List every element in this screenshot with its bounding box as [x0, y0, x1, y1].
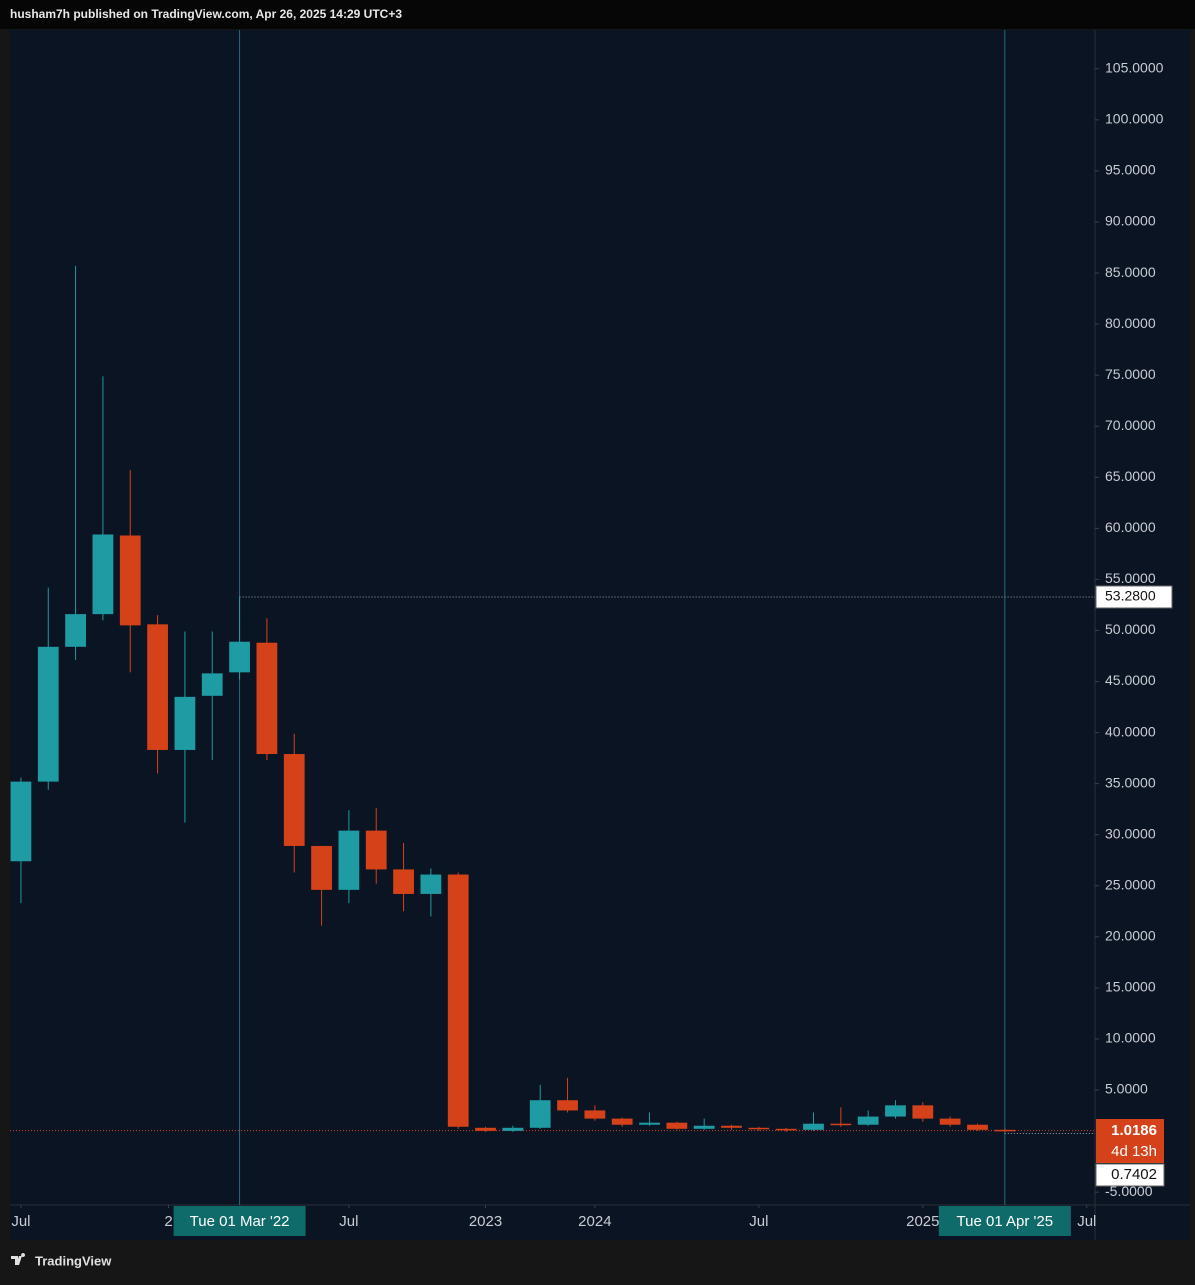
crosshair-x-label-bg	[938, 1206, 1071, 1236]
x-tick-label: Jul	[749, 1213, 768, 1230]
candle-body	[748, 1127, 770, 1130]
crosshair-y-label: 53.2800	[1105, 588, 1156, 604]
countdown-label: 4d 13h	[1111, 1143, 1157, 1160]
crosshair-y-label-bg	[1095, 585, 1173, 609]
y-tick-label: 10.0000	[1105, 1030, 1156, 1046]
candle-body	[557, 1100, 578, 1111]
candle-body	[857, 1116, 879, 1125]
y-tick-label: 105.0000	[1105, 60, 1164, 76]
crosshair-x-label: Tue 01 Apr '25	[957, 1213, 1054, 1230]
candles-layer: -5.0000 5.0000 10.0000 15.0000 20.0000 25.000…	[10, 30, 1173, 1236]
candle-body	[119, 535, 141, 626]
price-axis	[1095, 30, 1190, 1240]
y-tick-label: 15.0000	[1105, 979, 1156, 995]
y-tick-label: 5.0000	[1105, 1081, 1148, 1097]
candle-body	[967, 1124, 988, 1130]
y-tick-label: 70.0000	[1105, 417, 1156, 433]
y-tick-label: 65.0000	[1105, 468, 1156, 484]
candle-body	[611, 1118, 633, 1125]
candle-body	[502, 1127, 524, 1131]
candle-body	[229, 641, 250, 673]
y-tick-label: 40.0000	[1105, 723, 1156, 739]
crosshair-x-label: Tue 01 Mar '22	[190, 1213, 290, 1230]
y-tick-label: 85.0000	[1105, 264, 1156, 280]
y-tick-label: 20.0000	[1105, 928, 1156, 944]
candle-body	[147, 624, 168, 750]
last-price-label: 1.0186	[1111, 1122, 1157, 1139]
plot-area	[10, 30, 1095, 1205]
y-tick-label: 45.0000	[1105, 672, 1156, 688]
y-tick-label: -5.0000	[1105, 1183, 1153, 1199]
candle-body	[775, 1128, 797, 1131]
candle-body	[338, 830, 360, 890]
y-tick-label: 90.0000	[1105, 213, 1156, 229]
candle-body	[393, 869, 414, 894]
footer-logo	[11, 1253, 26, 1265]
x-tick-label: 2	[164, 1213, 172, 1230]
candle-body	[174, 696, 196, 750]
y-tick-label: 30.0000	[1105, 825, 1156, 841]
y-tick-label: 75.0000	[1105, 366, 1156, 382]
footer-brand: TradingView	[35, 1253, 112, 1268]
cursor-price-label: 0.7402	[1111, 1166, 1157, 1183]
y-tick-label: 80.0000	[1105, 315, 1156, 331]
y-tick-label: 100.0000	[1105, 111, 1164, 127]
candle-body	[65, 614, 86, 647]
y-tick-label: 50.0000	[1105, 621, 1156, 637]
candle-body	[311, 845, 332, 890]
y-tick-label: 35.0000	[1105, 774, 1156, 790]
x-tick-label: Jul	[1077, 1213, 1096, 1230]
candle-body	[10, 781, 32, 862]
last-price-label-bg	[1096, 1119, 1164, 1163]
cursor-price-label-bg	[1095, 1163, 1165, 1187]
x-tick-label: Jul	[339, 1213, 358, 1230]
x-tick-label: 2024	[578, 1213, 611, 1230]
x-tick-label: 2025	[906, 1213, 939, 1230]
candle-body	[365, 830, 387, 870]
candle-body	[256, 642, 278, 755]
candle-body	[666, 1122, 688, 1129]
candle-body	[447, 874, 469, 1127]
candle-body	[92, 534, 114, 615]
candle-body	[529, 1100, 551, 1128]
candle-body	[201, 673, 223, 696]
candle-body	[693, 1125, 715, 1129]
candle-body	[283, 754, 305, 846]
y-tick-label: 25.0000	[1105, 876, 1156, 892]
logo-icon	[11, 1253, 26, 1265]
candle-body	[584, 1110, 606, 1119]
candle-body	[721, 1125, 742, 1128]
candle-body	[830, 1123, 852, 1126]
y-tick-label: 55.0000	[1105, 570, 1156, 586]
candle-body	[37, 646, 59, 782]
header-text: husham7h published on TradingView.com, A…	[10, 7, 402, 21]
candle-body	[639, 1122, 660, 1125]
x-tick-label: 2023	[469, 1213, 502, 1230]
header-bar	[0, 0, 1195, 29]
candle-body	[939, 1118, 961, 1125]
candle-body	[912, 1105, 934, 1119]
candle-body	[475, 1127, 496, 1131]
candle-body	[420, 874, 442, 894]
y-tick-label: 95.0000	[1105, 162, 1156, 178]
candle-body	[803, 1123, 824, 1130]
y-tick-label: 60.0000	[1105, 519, 1156, 535]
candle-body	[994, 1129, 1016, 1132]
candle-body	[885, 1105, 906, 1117]
crosshair-x-label-bg	[173, 1206, 306, 1236]
x-tick-label: Jul	[11, 1213, 30, 1230]
